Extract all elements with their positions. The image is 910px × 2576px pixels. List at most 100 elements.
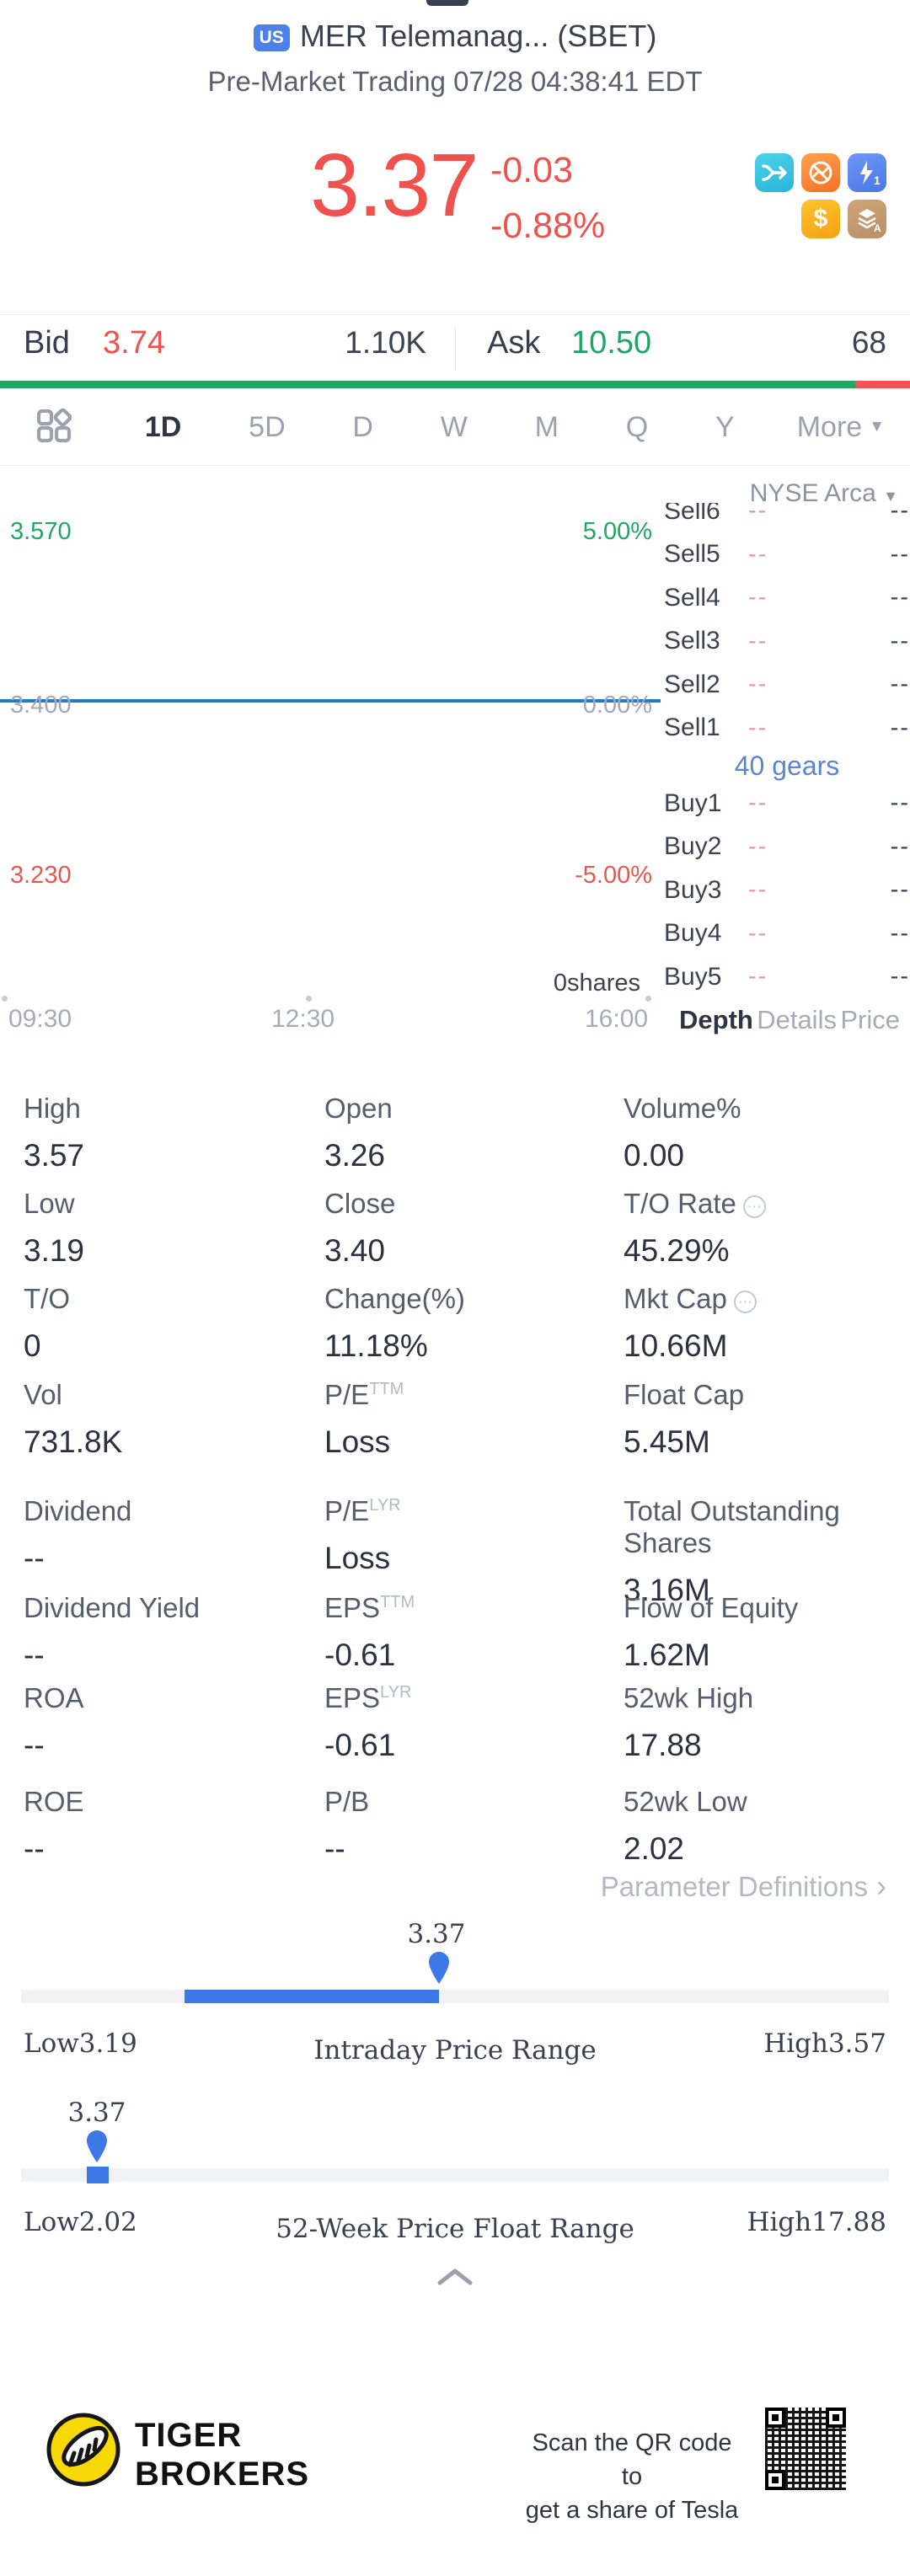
stat-value: 11.18% [324,1328,428,1363]
flash-order-icon[interactable]: 1 [848,153,886,192]
stat-value: 0.00 [624,1138,685,1173]
stat-value: -- [24,1638,45,1672]
week52-low-label: Low2.02 [24,2207,137,2237]
intraday-pin-icon [428,1951,450,1988]
time-label-mid: 12:30 [271,1005,335,1033]
stat-value: -- [24,1728,45,1762]
info-icon[interactable]: ⋯ [733,1291,757,1313]
period-tabbar: 1D 5D D W M Q Y More ▼ [0,388,910,466]
intraday-range-title: Intraday Price Range [313,2035,597,2066]
chart-type-grid-icon[interactable] [34,405,74,450]
row-price: -- [730,1007,891,1010]
stat-label: Dividend Yield [24,1592,201,1623]
tab-w[interactable]: W [440,410,468,443]
stock-title: MER Telemanag... (SBET) [299,19,657,53]
stat-value: 731.8K [24,1424,123,1459]
stat-label: High [24,1093,81,1124]
stat-value: -0.61 [324,1728,396,1762]
tab-m[interactable]: M [534,410,559,443]
row-size: -- [890,832,910,860]
layers-analysis-icon[interactable]: A [848,200,886,238]
prev-close-line [0,699,661,703]
week52-marker [87,2167,109,2183]
ask-price: 10.50 [571,325,652,361]
tab-y[interactable]: Y [715,410,735,443]
tab-5d[interactable]: 5D [249,410,286,443]
order-book[interactable]: Sell6 -- -- Sell5 -- -- Sell4 -- -- Sell3 -- -- … [664,503,910,1010]
order-book-row: Buy5 -- -- [664,955,910,999]
tab-depth[interactable]: Depth [679,1005,753,1034]
bid-ratio-segment [0,381,856,388]
stat-label: T/O [24,1283,70,1314]
stat-label: Volume% [624,1093,741,1124]
depth-tabbar: Depth Details Price [679,1005,900,1035]
bid-label: Bid [24,325,70,361]
row-price: -- [748,963,768,991]
divider [0,465,910,466]
intraday-chart[interactable]: NYSE Arca ▼ 3.570 5.00% 3.400 0.00% 3.23… [0,466,910,1045]
tab-1d[interactable]: 1D [144,410,182,443]
row-label: Sell2 [664,670,720,698]
stat-value: 2.02 [624,1831,685,1866]
row-price: -- [748,713,768,741]
last-price: 3.37 [310,136,479,235]
stat-label: Change(%) [324,1283,465,1314]
tab-d[interactable]: D [352,410,373,443]
collapse-section-control[interactable] [0,2266,910,2288]
order-book-row: Buy2 -- -- [664,826,910,869]
exchange-selector[interactable]: NYSE Arca ▼ [750,479,898,508]
row-size: -- [891,1007,910,1010]
no-trade-icon[interactable] [801,153,840,192]
time-label-open: 09:30 [8,1005,72,1033]
stat-value: 5.45M [624,1424,710,1459]
stat-label: Vol [24,1379,62,1410]
row-size: -- [890,671,910,698]
week52-track[interactable] [21,2167,889,2183]
stat-label: Float Cap [624,1379,745,1410]
row-price: -- [748,876,768,904]
chart-mid-percent: 0.00% [582,692,652,719]
stat-value: Loss [324,1424,391,1459]
dollar-finance-icon[interactable]: $ [801,200,840,238]
intraday-track[interactable] [21,1990,889,2003]
brand-line-1: TIGER [135,2417,243,2454]
tab-q[interactable]: Q [625,410,649,443]
row-size: -- [890,789,910,817]
time-label-close: 16:00 [585,1005,649,1033]
stat-value: 45.29% [624,1233,730,1268]
order-book-row: Buy4 -- -- [664,912,910,956]
market-session-subtitle: Pre-Market Trading 07/28 04:38:41 EDT [207,66,703,97]
parameter-definitions-link[interactable]: Parameter Definitions › [601,1868,886,1904]
stat-value: -- [24,1541,45,1575]
top-drag-handle[interactable] [426,0,468,6]
stat-value: Loss [324,1541,391,1575]
info-icon[interactable]: ⋯ [742,1195,766,1218]
stat-value: 3.26 [324,1138,386,1173]
stat-label: Low [24,1188,75,1219]
row-size: -- [890,503,910,525]
intraday-pin-value: 3.37 [407,1919,466,1949]
row-price: -- [748,503,768,525]
row-label: Buy1 [664,788,722,817]
tab-details[interactable]: Details [757,1005,837,1034]
gears-link[interactable]: 40 gears [734,750,840,781]
order-book-row: Sell3 -- -- [664,620,910,664]
stat-label: T/O Rate ⋯ [624,1188,766,1220]
row-label: Buy3 [664,875,722,904]
order-book-row: Buy1 -- -- [664,782,910,826]
row-label: Buy5 [664,962,722,991]
row-label: Buy6 [664,1006,730,1010]
row-price: -- [748,789,768,817]
merge-orders-icon[interactable] [755,153,794,192]
stat-label: EPSTTM [324,1592,415,1623]
tab-more[interactable]: More ▼ [797,411,885,444]
row-price: -- [748,671,768,698]
order-book-row: Sell1 -- -- [664,707,910,751]
tab-price[interactable]: Price [840,1005,900,1034]
stat-label: Open [324,1093,393,1124]
order-book-row: Buy6---- [664,999,910,1010]
quick-action-icons: 1 $ A [755,153,886,238]
bid-price: 3.74 [103,325,165,361]
stat-label: Dividend [24,1495,132,1526]
chart-mid-price: 3.400 [10,692,72,719]
